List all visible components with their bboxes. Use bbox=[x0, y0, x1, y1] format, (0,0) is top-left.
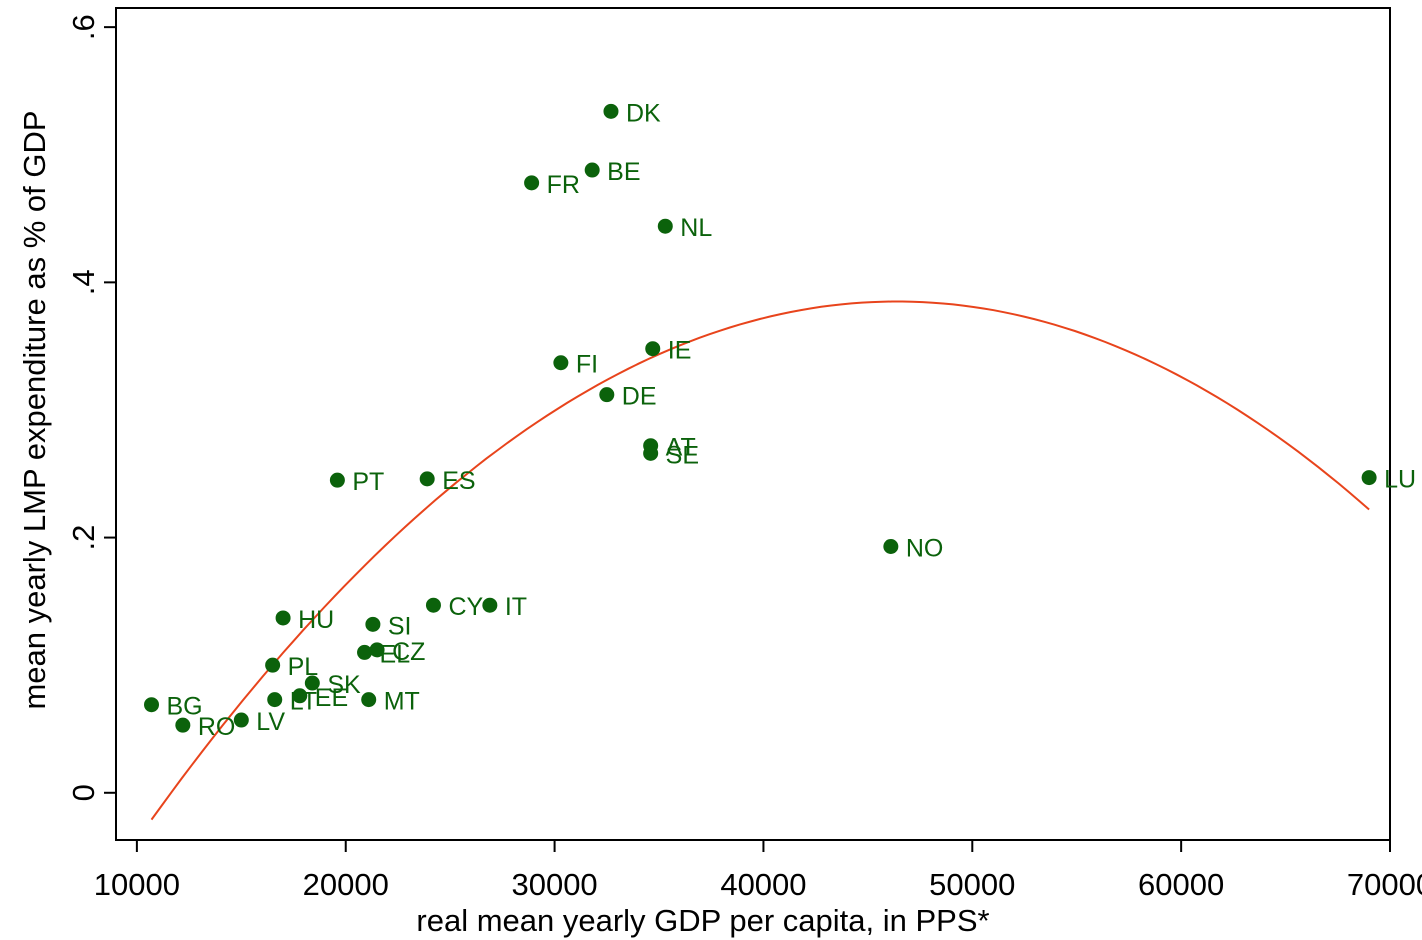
point-cy bbox=[425, 597, 441, 613]
point-sk bbox=[304, 675, 320, 691]
point-label-nl: NL bbox=[680, 214, 712, 242]
point-it bbox=[482, 597, 498, 613]
point-label-be: BE bbox=[607, 158, 640, 186]
point-label-it: IT bbox=[505, 593, 527, 621]
point-ie bbox=[645, 341, 661, 357]
point-label-sk: SK bbox=[327, 671, 361, 699]
point-se bbox=[643, 445, 659, 461]
point-es bbox=[419, 471, 435, 487]
point-label-lt: LT bbox=[290, 688, 317, 716]
x-tick-label: 30000 bbox=[511, 867, 597, 902]
y-axis: 0 .2 .4 .6 bbox=[66, 14, 116, 801]
point-ro bbox=[175, 717, 191, 733]
x-tick-label: 40000 bbox=[720, 867, 806, 902]
point-label-lv: LV bbox=[256, 708, 285, 736]
point-no bbox=[883, 539, 899, 555]
point-label-ie: IE bbox=[668, 337, 692, 365]
point-label-cz: CZ bbox=[392, 638, 425, 666]
point-fr bbox=[524, 175, 540, 191]
y-axis-title: mean yearly LMP expenditure as % of GDP bbox=[17, 110, 52, 709]
x-tick-label: 50000 bbox=[929, 867, 1015, 902]
point-dk bbox=[603, 103, 619, 119]
point-fi bbox=[553, 355, 569, 371]
point-label-hu: HU bbox=[298, 606, 334, 634]
point-cz bbox=[369, 642, 385, 658]
point-bg bbox=[144, 697, 160, 713]
point-label-el: EL bbox=[380, 640, 411, 668]
plot-frame bbox=[115, 7, 1391, 841]
point-si bbox=[365, 616, 381, 632]
point-pt bbox=[329, 472, 345, 488]
point-mt bbox=[361, 692, 377, 708]
x-tick-label: 10000 bbox=[94, 867, 180, 902]
point-label-se: SE bbox=[666, 441, 699, 469]
point-lt bbox=[267, 692, 283, 708]
x-axis-title: real mean yearly GDP per capita, in PPS* bbox=[416, 903, 989, 938]
point-nl bbox=[657, 218, 673, 234]
point-label-mt: MT bbox=[384, 688, 420, 716]
point-label-dk: DK bbox=[626, 99, 661, 127]
point-label-no: NO bbox=[906, 535, 944, 563]
point-label-es: ES bbox=[442, 467, 475, 495]
y-tick-label: 0 bbox=[66, 784, 101, 801]
point-label-bg: BG bbox=[167, 693, 203, 721]
x-tick-label: 70000 bbox=[1347, 867, 1422, 902]
point-lv bbox=[233, 712, 249, 728]
point-label-cy: CY bbox=[448, 593, 483, 621]
x-axis: 10000 20000 30000 40000 50000 60000 70000 bbox=[94, 840, 1422, 902]
point-label-fr: FR bbox=[547, 171, 580, 199]
point-label-pt: PT bbox=[352, 468, 384, 496]
point-el bbox=[357, 644, 373, 660]
point-be bbox=[584, 162, 600, 178]
point-label-fi: FI bbox=[576, 351, 598, 379]
point-de bbox=[599, 387, 615, 403]
quadratic-fit-line bbox=[150, 300, 1370, 821]
point-label-si: SI bbox=[388, 612, 412, 640]
point-pl bbox=[265, 657, 281, 673]
x-tick-label: 60000 bbox=[1138, 867, 1224, 902]
point-label-lu: LU bbox=[1384, 466, 1416, 494]
point-label-ee: EE bbox=[315, 684, 348, 712]
point-label-ro: RO bbox=[198, 713, 236, 741]
y-tick-label: .4 bbox=[66, 269, 101, 295]
x-tick-label: 20000 bbox=[303, 867, 389, 902]
point-lu bbox=[1361, 470, 1377, 486]
point-hu bbox=[275, 610, 291, 626]
y-tick-label: .2 bbox=[66, 525, 101, 551]
point-ee bbox=[292, 688, 308, 704]
point-label-de: DE bbox=[622, 383, 657, 411]
point-label-at: AT bbox=[666, 434, 696, 462]
y-tick-label: .6 bbox=[66, 14, 101, 40]
